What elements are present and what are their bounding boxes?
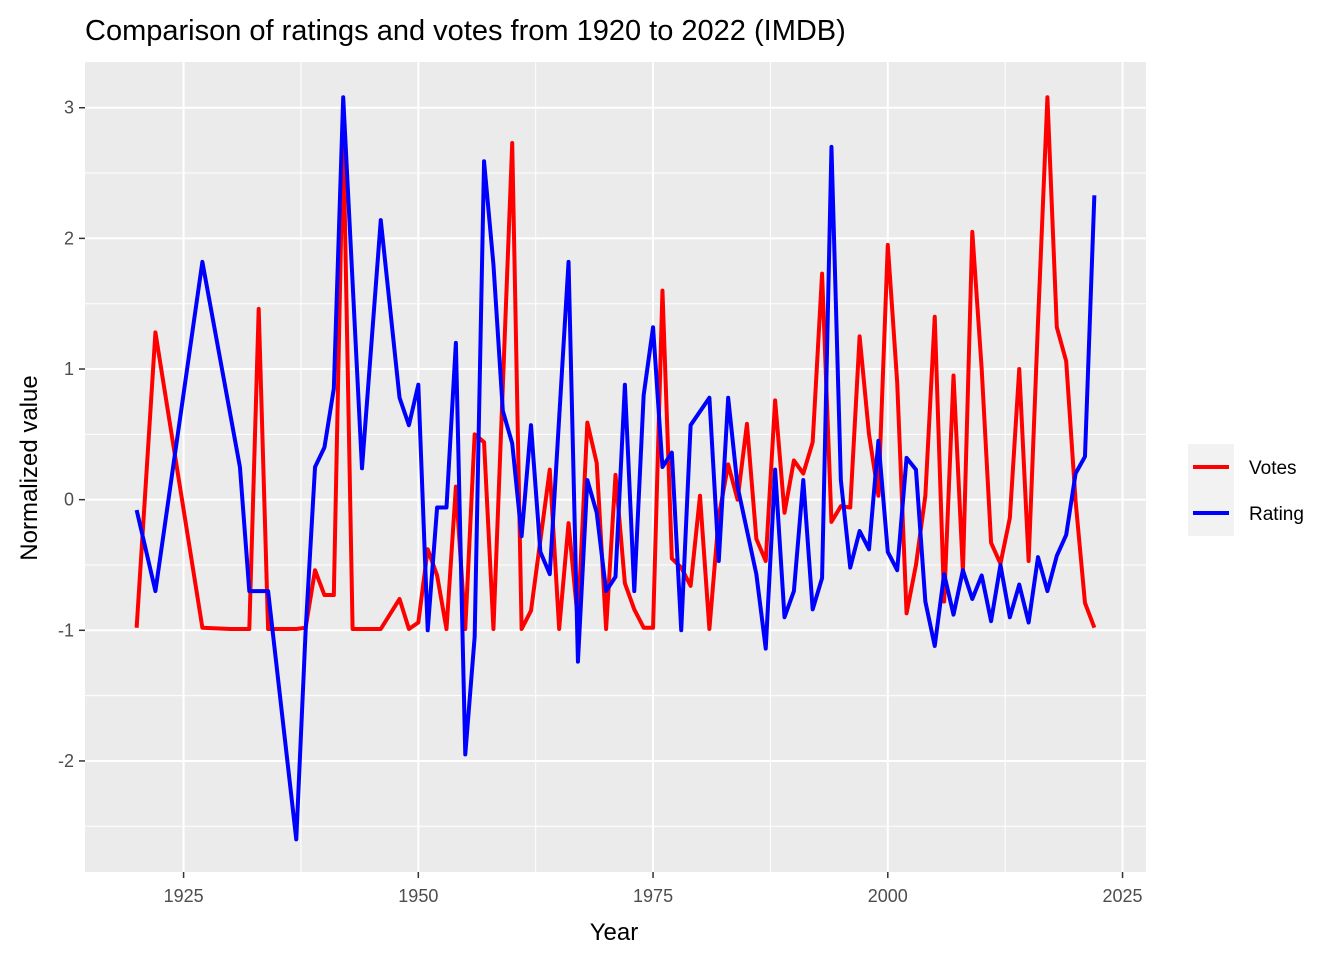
chart-title: Comparison of ratings and votes from 192… (85, 15, 846, 47)
y-axis-title: Normalized value (16, 375, 43, 560)
x-axis-title: Year (590, 919, 639, 946)
y-tick-label: -2 (58, 751, 74, 771)
y-tick-label: 0 (64, 490, 74, 510)
legend: Votes Rating (1188, 444, 1304, 536)
y-tick-label: 2 (64, 228, 74, 248)
x-tick-label: 2000 (868, 886, 908, 906)
x-tick-label: 1975 (633, 886, 673, 906)
x-tick-label: 1950 (398, 886, 438, 906)
y-axis: -2 -1 0 1 2 3 (58, 98, 85, 771)
legend-label-votes: Votes (1249, 458, 1297, 479)
x-axis: 1925 1950 1975 2000 2025 (164, 872, 1143, 906)
series-line-votes (134, 95, 1097, 631)
y-tick-label: 1 (64, 359, 74, 379)
series-line-rating (134, 95, 1097, 842)
x-tick-label: 2025 (1103, 886, 1143, 906)
x-tick-label: 1925 (164, 886, 204, 906)
y-tick-label: 3 (64, 98, 74, 118)
legend-label-rating: Rating (1249, 504, 1304, 525)
series-layer (134, 95, 1097, 842)
y-tick-label: -1 (58, 620, 74, 640)
